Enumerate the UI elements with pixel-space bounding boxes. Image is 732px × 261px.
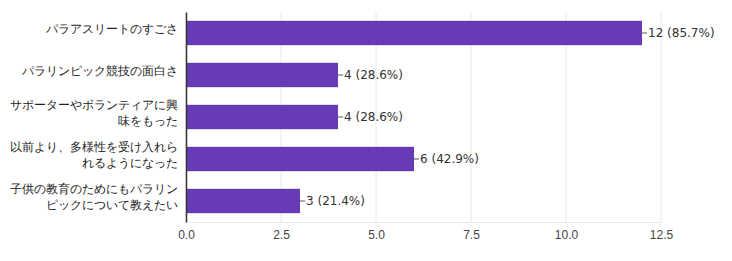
x-tick-label: 10.0 bbox=[555, 228, 579, 242]
label-leader bbox=[338, 75, 343, 76]
data-labels: 12 (85.7%) 4 (28.6%) 4 (28.6%) 6 (42.9%) 3 (… bbox=[300, 26, 715, 208]
data-label: 4 (28.6%) bbox=[344, 110, 403, 124]
x-tick: 7.5 bbox=[463, 222, 480, 242]
y-tick-label: パラアスリートのすごさ bbox=[45, 22, 178, 36]
x-tick-label: 0.0 bbox=[178, 228, 195, 242]
bar bbox=[186, 147, 414, 171]
y-tick-label: サポーターやボランティアに興味をもった bbox=[10, 98, 178, 128]
y-tick: 以前より、多様性を受け入れられるようになった bbox=[10, 140, 186, 170]
x-tick: 12.5 bbox=[650, 222, 674, 242]
y-tick-label: 子供の教育のためにもパラリンピックについて教えたい bbox=[10, 182, 178, 212]
bars bbox=[186, 21, 642, 213]
y-tick: パラアスリートのすごさ bbox=[45, 22, 186, 36]
x-axis-line bbox=[187, 222, 662, 223]
x-tick-label: 12.5 bbox=[650, 228, 674, 242]
grid-line bbox=[186, 12, 187, 222]
grid bbox=[186, 12, 661, 222]
y-tick: サポーターやボランティアに興味をもった bbox=[10, 98, 186, 128]
y-axis: パラアスリートのすごさパラリンピック競技の面白さサポーターやボランティアに興味を… bbox=[10, 13, 187, 223]
data-label: 4 (28.6%) bbox=[344, 68, 403, 82]
x-tick: 0.0 bbox=[178, 222, 195, 242]
bar bbox=[186, 105, 338, 129]
y-tick-label: パラリンピック競技の面白さ bbox=[21, 64, 178, 78]
plot: 0.0 2.5 5.0 7.5 10.0 12.5 パラアスリートのすごさパラリンピック競技… bbox=[10, 12, 715, 242]
data-label: 12 (85.7%) bbox=[648, 26, 715, 40]
label-leader bbox=[338, 117, 343, 118]
bar bbox=[186, 21, 642, 45]
label-leader bbox=[414, 159, 419, 160]
x-tick: 10.0 bbox=[555, 222, 579, 242]
bar bbox=[186, 63, 338, 87]
data-label: 3 (21.4%) bbox=[306, 194, 365, 208]
chart: 0.0 2.5 5.0 7.5 10.0 12.5 パラアスリートのすごさパラリンピック競技… bbox=[0, 0, 732, 261]
x-axis: 0.0 2.5 5.0 7.5 10.0 12.5 bbox=[178, 222, 673, 242]
y-axis-line bbox=[186, 13, 188, 223]
label-leader bbox=[642, 33, 647, 34]
data-label: 6 (42.9%) bbox=[420, 152, 479, 166]
bar bbox=[186, 189, 300, 213]
grid-line bbox=[661, 12, 662, 222]
x-tick: 5.0 bbox=[368, 222, 385, 242]
y-tick: パラリンピック競技の面白さ bbox=[21, 64, 186, 78]
x-tick: 2.5 bbox=[273, 222, 290, 242]
x-tick-label: 7.5 bbox=[463, 228, 480, 242]
x-tick-label: 5.0 bbox=[368, 228, 385, 242]
y-tick-label: 以前より、多様性を受け入れられるようになった bbox=[10, 140, 178, 170]
label-leader bbox=[300, 201, 305, 202]
x-tick-label: 2.5 bbox=[273, 228, 290, 242]
y-tick: 子供の教育のためにもパラリンピックについて教えたい bbox=[10, 182, 186, 212]
